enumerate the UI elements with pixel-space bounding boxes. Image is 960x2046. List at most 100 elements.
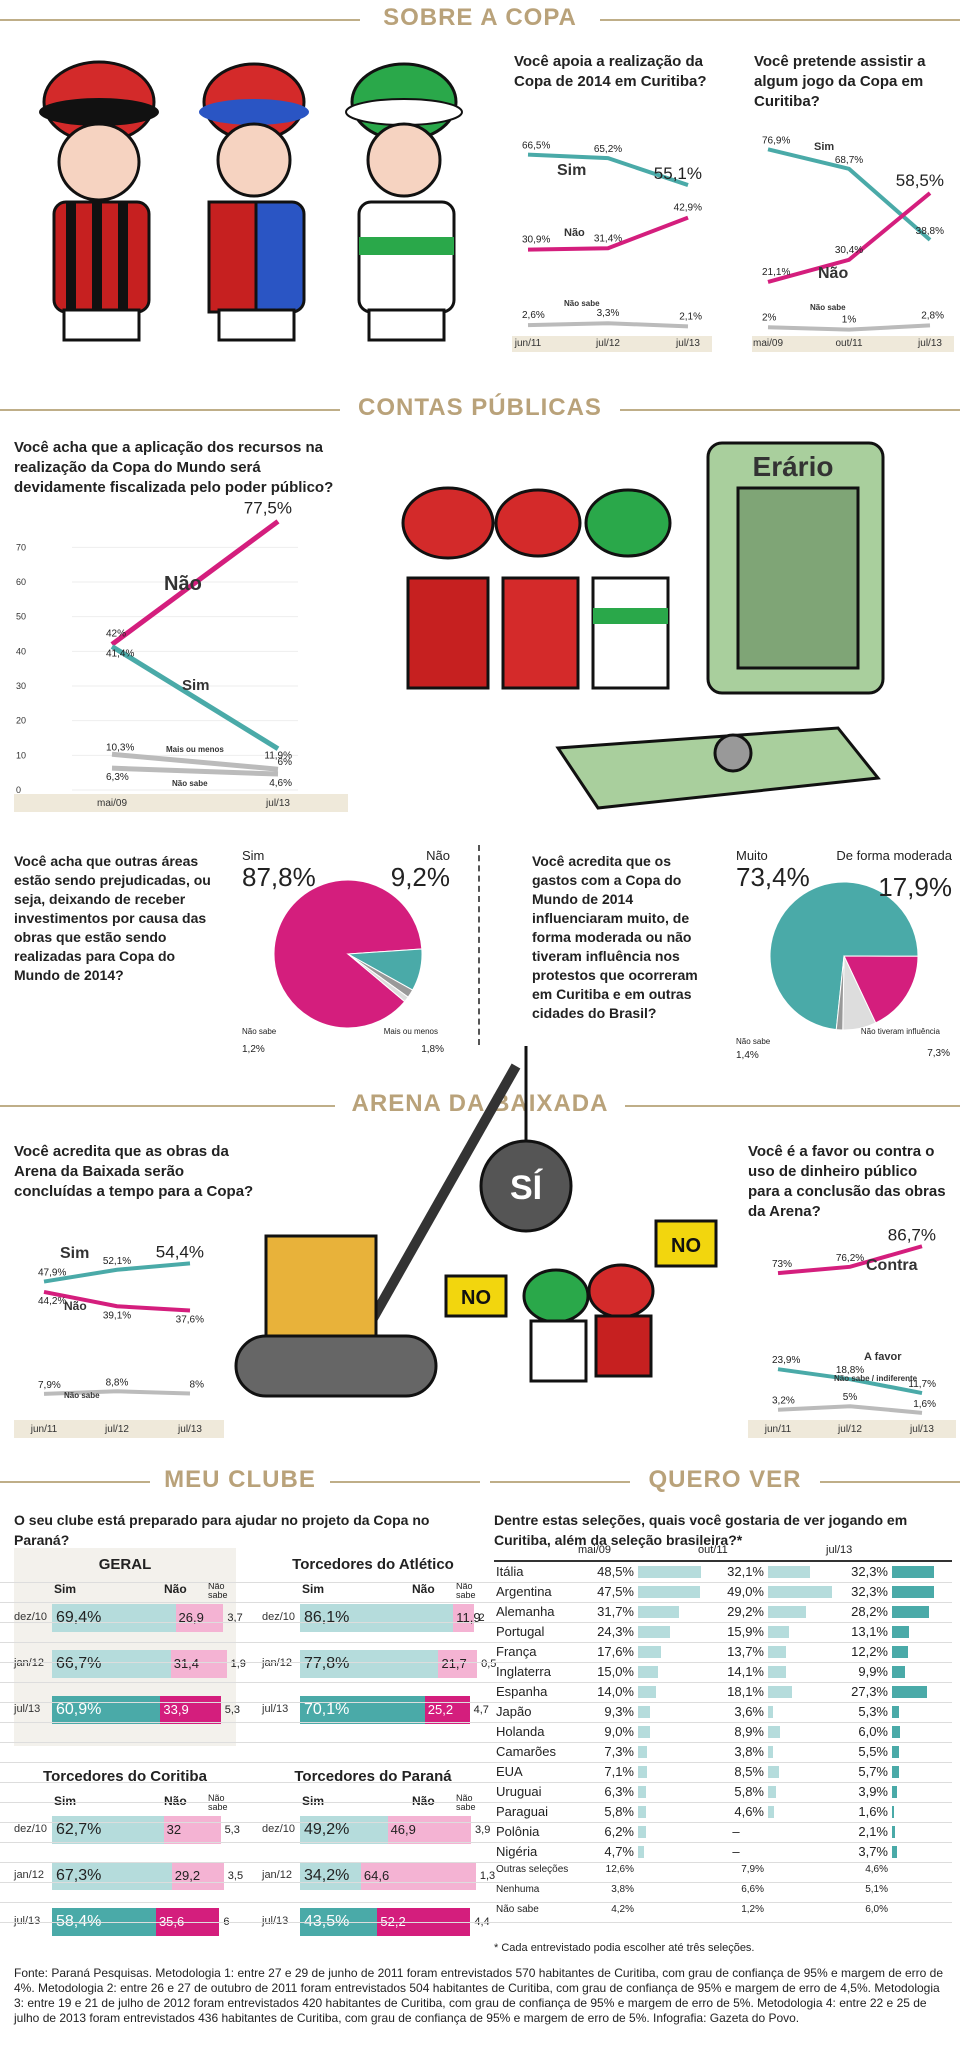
team-value: 13,7% bbox=[727, 1644, 764, 1659]
y-tick-label: 70 bbox=[16, 542, 26, 552]
data-label: 6,3% bbox=[106, 772, 129, 783]
data-label: 55,1% bbox=[654, 164, 702, 183]
data-label: 42% bbox=[106, 628, 126, 639]
data-label: 31,4% bbox=[594, 233, 622, 244]
data-label: 4,6% bbox=[269, 778, 292, 789]
team-bar bbox=[768, 1566, 810, 1578]
pie-slice bbox=[843, 955, 919, 1024]
series-line-n-o-sabe bbox=[767, 323, 931, 332]
team-bar bbox=[892, 1806, 895, 1818]
team-value: 9,9% bbox=[858, 1664, 888, 1679]
team-row: Japão 9,3% 3,6% 5,3% bbox=[0, 1702, 952, 1723]
pie-slice-value: 9,2% bbox=[391, 862, 450, 892]
team-bar bbox=[768, 1806, 774, 1818]
team-bar bbox=[768, 1766, 780, 1778]
series-line-sim bbox=[110, 644, 280, 751]
data-label: 11,9% bbox=[264, 751, 292, 762]
team-value: 49,0% bbox=[727, 1584, 764, 1599]
column-header: Sim bbox=[302, 1794, 325, 1808]
team-value: 2,1% bbox=[858, 1824, 888, 1839]
row-date: dez/10 bbox=[262, 1611, 296, 1623]
row-date: jan/12 bbox=[14, 1657, 44, 1669]
pie-slice-name: Não sabe bbox=[242, 1027, 277, 1036]
fan-coritiba bbox=[345, 62, 463, 342]
pie-slice bbox=[835, 955, 845, 1031]
team-name: Nigéria bbox=[496, 1844, 538, 1859]
team-bar bbox=[892, 1666, 905, 1678]
team-row: Uruguai 6,3% 5,8% 3,9% bbox=[0, 1782, 952, 1803]
column-header: out/11 bbox=[698, 1544, 728, 1556]
no-sign-icon bbox=[654, 1219, 718, 1268]
nao-bar: 11,9 bbox=[453, 1604, 481, 1632]
three-fans bbox=[401, 486, 672, 690]
series-name: Sim bbox=[814, 141, 834, 153]
column-header: Não bbox=[164, 1794, 187, 1808]
pie-slice-value: 17,9% bbox=[878, 872, 952, 902]
team-value: 28,2% bbox=[851, 1604, 888, 1619]
question-prejudicadas: Você acha que outras áreas estão sendo p… bbox=[14, 853, 211, 983]
team-bar bbox=[638, 1566, 702, 1578]
club-table: GERAL Sim Não Não sabe dez/10 69,4% 26,9 3,7 jan… bbox=[14, 1548, 246, 1746]
data-label: 77,5% bbox=[244, 500, 292, 517]
team-row: Não sabe 4,2% 1,2% 6,0% bbox=[0, 1902, 952, 1923]
pie-slice-name: Não tiveram influência bbox=[861, 1027, 941, 1036]
nao-bar: 26,9 bbox=[175, 1604, 224, 1632]
y-tick-label: 40 bbox=[16, 646, 26, 656]
team-value: 6,0% bbox=[865, 1904, 888, 1915]
column-header: jul/13 bbox=[826, 1544, 853, 1556]
data-label: 3,2% bbox=[772, 1396, 795, 1407]
team-bar bbox=[638, 1766, 648, 1778]
data-label: 38,8% bbox=[916, 226, 944, 237]
team-value: 6,3% bbox=[604, 1784, 634, 1799]
nao-sabe-value: 1,3 bbox=[479, 1870, 496, 1882]
data-label: 2,6% bbox=[522, 310, 545, 321]
team-bar bbox=[638, 1706, 651, 1718]
divider bbox=[478, 845, 482, 1045]
club-table-title: Torcedores do Coritiba bbox=[43, 1768, 207, 1785]
data-label: 7,9% bbox=[38, 1380, 61, 1391]
sim-bar: 66,7% bbox=[52, 1650, 171, 1678]
data-label: 54,4% bbox=[156, 1242, 204, 1261]
team-bar bbox=[638, 1726, 650, 1738]
section-title-copa: SOBRE A COPA bbox=[0, 4, 960, 34]
nao-bar: 46,9 bbox=[387, 1816, 472, 1844]
column-header: Não sabe bbox=[456, 1581, 476, 1600]
club-row: dez/10 49,2% 46,9 3,9 bbox=[262, 1816, 490, 1844]
section-title-arena: ARENA DA BAIXADA bbox=[0, 1090, 960, 1120]
y-tick-label: 20 bbox=[16, 716, 26, 726]
team-bar bbox=[892, 1586, 934, 1598]
series-line-n-o bbox=[110, 519, 280, 647]
series-line-n-o-sabe-indiferente bbox=[777, 1404, 923, 1415]
row-date: jul/13 bbox=[262, 1915, 289, 1927]
team-row: Outras seleções 12,6% 7,9% 4,6% bbox=[0, 1862, 952, 1883]
data-label: 47,9% bbox=[38, 1268, 66, 1279]
team-bar bbox=[638, 1846, 645, 1858]
team-bar bbox=[892, 1626, 910, 1638]
y-tick-label: 10 bbox=[16, 750, 26, 760]
sim-bar: 69,4% bbox=[52, 1604, 176, 1632]
team-bar bbox=[638, 1786, 647, 1798]
column-header: mai/09 bbox=[578, 1544, 612, 1556]
team-bar bbox=[638, 1626, 670, 1638]
team-name: Portugal bbox=[496, 1624, 545, 1639]
x-axis-band bbox=[752, 336, 954, 352]
svg-text:NO: NO bbox=[461, 1287, 491, 1309]
team-name: Outras seleções bbox=[496, 1864, 569, 1875]
team-value: 14,1% bbox=[727, 1664, 764, 1679]
team-value: 8,9% bbox=[734, 1724, 764, 1739]
series-line-contra bbox=[777, 1244, 923, 1276]
x-tick-label: mai/09 bbox=[97, 798, 127, 809]
team-value: 13,1% bbox=[851, 1624, 888, 1639]
team-value: 3,8% bbox=[734, 1744, 764, 1759]
pie-slice bbox=[347, 953, 409, 1003]
team-name: Alemanha bbox=[496, 1604, 555, 1619]
column-header: Não sabe bbox=[208, 1581, 228, 1600]
series-name: Sim bbox=[60, 1245, 89, 1262]
sim-bar: 86,1% bbox=[300, 1604, 454, 1632]
club-table-title: GERAL bbox=[98, 1556, 152, 1573]
series-name: Sim bbox=[557, 162, 586, 179]
data-label: 42,9% bbox=[674, 203, 702, 214]
arena-illustration: SÍ NO NO bbox=[234, 1046, 718, 1398]
data-label: 11,7% bbox=[908, 1379, 936, 1390]
sim-bar: 77,8% bbox=[300, 1650, 439, 1678]
